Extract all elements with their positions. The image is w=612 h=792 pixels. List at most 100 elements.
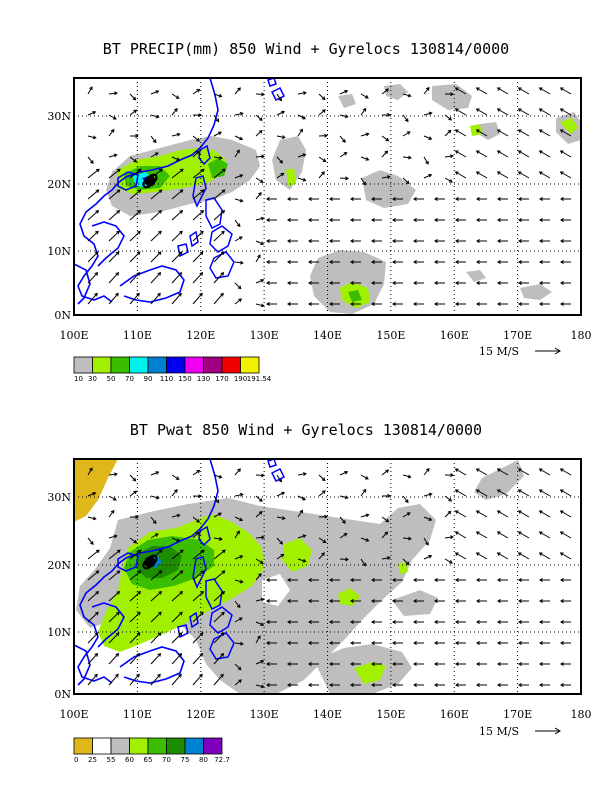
gyre-center-dot	[144, 556, 156, 568]
wind-arrowhead	[405, 561, 410, 566]
wind-arrowhead	[371, 218, 375, 222]
wind-arrowhead	[434, 302, 438, 306]
wind-arrowhead	[116, 168, 121, 173]
wind-arrowhead	[408, 155, 412, 160]
wind-arrow	[455, 108, 467, 116]
wind-arrow	[497, 468, 509, 476]
wind-arrowhead	[371, 641, 375, 645]
wind-arrow	[129, 109, 137, 116]
wind-arrowhead	[518, 683, 522, 687]
wind-arrow	[539, 468, 551, 476]
colorbar-swatch	[184, 356, 204, 374]
wind-arrowhead	[497, 197, 501, 201]
wind-arrowhead	[94, 292, 98, 297]
wind-arrow	[171, 570, 184, 581]
wind-arrowhead	[287, 620, 291, 624]
wind-arrowhead	[342, 139, 346, 143]
wind-arrowhead	[428, 136, 433, 140]
longitude-label: 170E	[503, 708, 532, 721]
wind-arrowhead	[371, 620, 375, 624]
wind-arrowhead	[321, 171, 325, 176]
wind-arrowhead	[239, 174, 244, 178]
wind-arrowhead	[174, 108, 178, 112]
wind-arrowhead	[455, 599, 459, 603]
wind-arrowhead	[221, 189, 226, 193]
wind-arrow	[234, 149, 240, 158]
wind-arrowhead	[179, 549, 184, 554]
wind-arrowhead	[158, 611, 162, 616]
wind-arrowhead	[133, 109, 138, 114]
wind-arrowhead	[281, 491, 286, 496]
wind-arrowhead	[155, 495, 160, 500]
wind-arrow	[560, 129, 572, 137]
wind-arrowhead	[158, 549, 163, 554]
wind-arrow	[497, 129, 509, 137]
wind-arrowhead	[518, 218, 522, 222]
wind-arrow	[255, 155, 265, 158]
wind-arrowhead	[329, 641, 333, 645]
wind-arrowhead	[157, 251, 162, 256]
wind-arrowhead	[387, 112, 391, 117]
wind-arrow	[150, 591, 162, 602]
wind-arrowhead	[113, 153, 118, 158]
wind-arrowhead	[136, 292, 140, 297]
wind-arrow	[87, 632, 99, 644]
wind-arrowhead	[218, 474, 223, 479]
wind-arrowhead	[475, 108, 480, 112]
wind-arrow	[129, 93, 136, 101]
wind-arrowhead	[200, 168, 205, 173]
wind-arrowhead	[518, 260, 522, 264]
wind-arrowhead	[413, 683, 417, 687]
wind-arrow	[129, 474, 136, 482]
wind-arrow	[497, 150, 509, 158]
wind-arrowhead	[538, 87, 543, 91]
wind-arrow	[108, 251, 120, 263]
wind-arrowhead	[454, 468, 459, 472]
wind-arrowhead	[154, 152, 159, 156]
wind-arrow	[276, 537, 283, 545]
wind-arrowhead	[560, 578, 564, 582]
wind-arrowhead	[344, 495, 349, 500]
wind-arrowhead	[517, 150, 522, 154]
wind-arrowhead	[258, 498, 263, 502]
wind-arrowhead	[135, 134, 139, 138]
wind-arrowhead	[413, 302, 417, 306]
field-contour-2	[362, 170, 416, 208]
wind-arrowhead	[425, 86, 430, 91]
wind-arrowhead	[350, 683, 354, 687]
wind-arrowhead	[329, 578, 333, 582]
wind-arrowhead	[476, 683, 480, 687]
wind-arrowhead	[559, 489, 564, 493]
wind-arrow	[171, 108, 178, 116]
wind-arrow	[381, 135, 389, 142]
wind-arrowhead	[329, 197, 333, 201]
wind-arrowhead	[279, 159, 284, 164]
wind-arrowhead	[517, 489, 522, 493]
wind-arrowhead	[238, 236, 243, 240]
wind-arrowhead	[350, 662, 354, 666]
wind-arrowhead	[413, 218, 417, 222]
wind-arrow	[539, 108, 551, 116]
wind-arrowhead	[116, 570, 121, 574]
colorbar-label: 25	[88, 756, 97, 764]
wind-arrowhead	[176, 132, 181, 137]
wind-arrow	[87, 674, 98, 686]
wind-arrowhead	[454, 510, 459, 514]
wind-arrowhead	[266, 641, 270, 645]
colorbar-label: 70	[125, 375, 134, 383]
wind-arrowhead	[329, 620, 333, 624]
wind-arrow	[213, 93, 222, 97]
wind-arrow	[171, 272, 182, 284]
field-contour-18	[348, 290, 362, 302]
wind-arrowhead	[220, 673, 224, 678]
wind-arrowhead	[92, 135, 97, 140]
wind-arrowhead	[350, 260, 354, 264]
colorbar-swatch	[240, 356, 260, 374]
wind-arrowhead	[221, 549, 226, 554]
wind-arrow	[255, 217, 264, 221]
wind-arrowhead	[364, 476, 369, 480]
longitude-label: 170E	[503, 329, 532, 342]
wind-arrowhead	[407, 93, 412, 98]
longitude-label: 140E	[313, 329, 342, 342]
wind-arrow	[276, 111, 285, 116]
